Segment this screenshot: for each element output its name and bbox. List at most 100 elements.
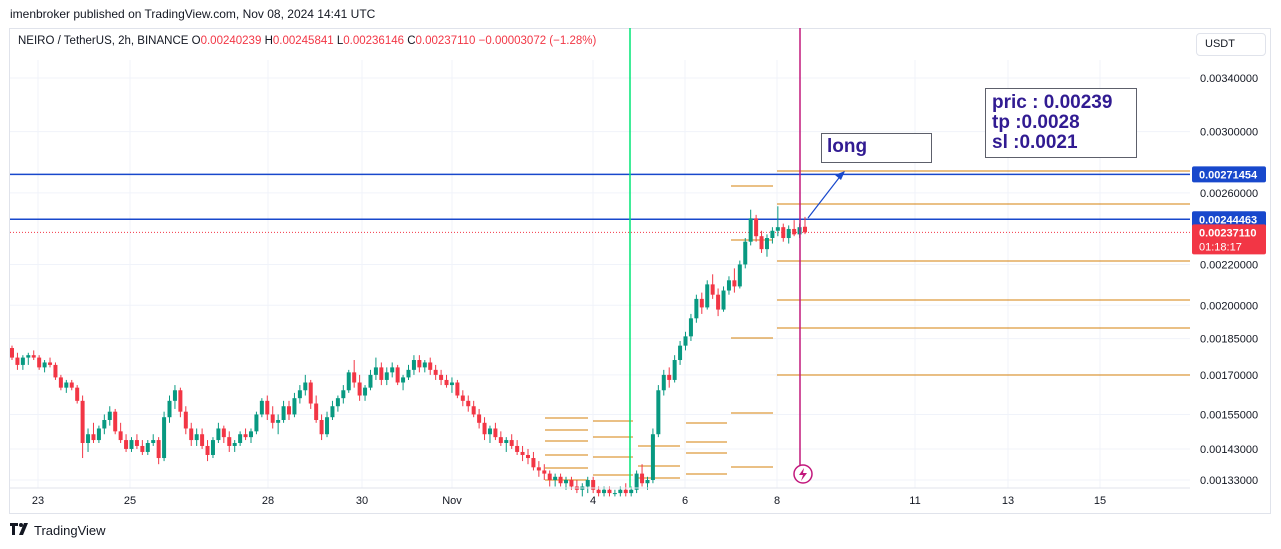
open-value: 0.00240239 bbox=[200, 35, 262, 47]
candle-body bbox=[151, 440, 156, 444]
time-tick-label: 4 bbox=[590, 495, 596, 507]
publish-info: imenbroker published on TradingView.com,… bbox=[10, 7, 376, 21]
price-levels bbox=[10, 170, 1190, 481]
candle-body bbox=[325, 417, 330, 435]
candle-body bbox=[764, 238, 769, 250]
candle-body bbox=[42, 362, 47, 368]
candle-body bbox=[656, 390, 661, 435]
candle-body bbox=[335, 398, 340, 407]
candle-body bbox=[569, 480, 574, 487]
candle-body bbox=[411, 360, 416, 370]
candle-body bbox=[194, 434, 199, 441]
candle-body bbox=[162, 417, 167, 459]
price-axis: 0.00340000 0.00300000 0.00260000 0.00220000… bbox=[1192, 73, 1266, 487]
low-value: 0.00236146 bbox=[343, 35, 405, 47]
candle-body bbox=[721, 290, 726, 310]
candle-body bbox=[460, 395, 465, 401]
candle-body bbox=[775, 227, 780, 231]
candle-body bbox=[471, 406, 476, 415]
candle-body bbox=[487, 428, 492, 435]
candle-body bbox=[107, 411, 112, 421]
candle-body bbox=[373, 367, 378, 375]
close-value: 0.00237110 bbox=[415, 35, 476, 47]
candle-body bbox=[645, 480, 650, 484]
candle-body bbox=[156, 440, 161, 459]
candle-body bbox=[145, 443, 150, 452]
candle-body bbox=[80, 400, 85, 444]
long-label-box[interactable]: long bbox=[821, 133, 932, 163]
candle-body bbox=[439, 374, 444, 380]
time-tick-label: 8 bbox=[774, 495, 780, 507]
candle-body bbox=[694, 298, 699, 319]
price-tick-label: 0.00155000 bbox=[1200, 409, 1258, 421]
time-tick-label: 25 bbox=[124, 495, 136, 507]
candle-body bbox=[705, 284, 710, 308]
candle-body bbox=[140, 445, 145, 452]
candle-body bbox=[270, 414, 275, 423]
candle-body bbox=[31, 355, 36, 358]
candle-body bbox=[124, 440, 129, 449]
candle-body bbox=[319, 420, 324, 435]
trade-note[interactable]: pric : 0.00239 tp :0.0028 sl :0.0021 bbox=[985, 88, 1137, 158]
price-tick-label: 0.00143000 bbox=[1200, 444, 1258, 456]
low-label: L bbox=[336, 35, 344, 47]
price-tick-label: 0.00300000 bbox=[1200, 127, 1258, 139]
tp-price-tag: 0.00271454 bbox=[1199, 169, 1258, 181]
brand-name: TradingView bbox=[34, 523, 106, 538]
candle-body bbox=[786, 228, 791, 239]
candle-body bbox=[254, 414, 259, 432]
lightning-glyph bbox=[799, 468, 807, 481]
candle-body bbox=[205, 445, 210, 455]
candle-body bbox=[113, 411, 118, 432]
candle-body bbox=[341, 390, 346, 399]
time-tick-label: Nov bbox=[442, 495, 462, 507]
candle-body bbox=[710, 284, 715, 295]
price-tick-label: 0.00220000 bbox=[1200, 259, 1258, 271]
candle-body bbox=[629, 489, 634, 494]
candle-body bbox=[102, 420, 107, 429]
price-tick-label: 0.00185000 bbox=[1200, 334, 1258, 346]
candle-body bbox=[238, 434, 243, 444]
candle-body bbox=[363, 387, 368, 396]
candle-body bbox=[276, 420, 281, 423]
candle-body bbox=[352, 372, 357, 383]
candle-body bbox=[678, 345, 683, 361]
candle-body bbox=[564, 480, 569, 484]
time-tick-label: 15 bbox=[1094, 495, 1106, 507]
candle-body bbox=[26, 355, 31, 358]
candle-body bbox=[210, 440, 215, 455]
candle-body bbox=[732, 280, 737, 287]
time-tick-label: 23 bbox=[32, 495, 44, 507]
candle-body bbox=[558, 476, 563, 484]
candle-body bbox=[498, 437, 503, 444]
overlay bbox=[629, 28, 845, 488]
last-price-tag: 0.00237110 bbox=[1199, 227, 1257, 239]
candle-body bbox=[390, 367, 395, 373]
last-price-tag-bg bbox=[1192, 224, 1266, 255]
candle-body bbox=[243, 434, 248, 438]
candle-body bbox=[395, 367, 400, 383]
change-value: −0.00003072 (−1.28%) bbox=[478, 35, 597, 47]
candle-body bbox=[449, 382, 454, 386]
candle-body bbox=[531, 458, 536, 468]
candle-body bbox=[699, 298, 704, 308]
candle-body bbox=[493, 428, 498, 438]
tradingview-logo-icon[interactable] bbox=[10, 523, 30, 538]
currency-button[interactable]: USDT bbox=[1196, 33, 1266, 56]
candle-body bbox=[118, 431, 123, 441]
candle-body bbox=[227, 437, 232, 446]
candle-body bbox=[650, 434, 655, 480]
candle-body bbox=[748, 218, 753, 242]
candle-body bbox=[585, 480, 590, 487]
candle-body bbox=[406, 369, 411, 378]
candle-body bbox=[330, 406, 335, 418]
candle-body bbox=[86, 434, 91, 444]
candle-body bbox=[232, 443, 237, 446]
candle-body bbox=[178, 390, 183, 412]
candle-body bbox=[607, 489, 612, 494]
candle-body bbox=[536, 467, 541, 471]
candle-body bbox=[379, 367, 384, 380]
close-label: C bbox=[407, 35, 416, 47]
note-price: pric : 0.00239 bbox=[992, 92, 1113, 113]
